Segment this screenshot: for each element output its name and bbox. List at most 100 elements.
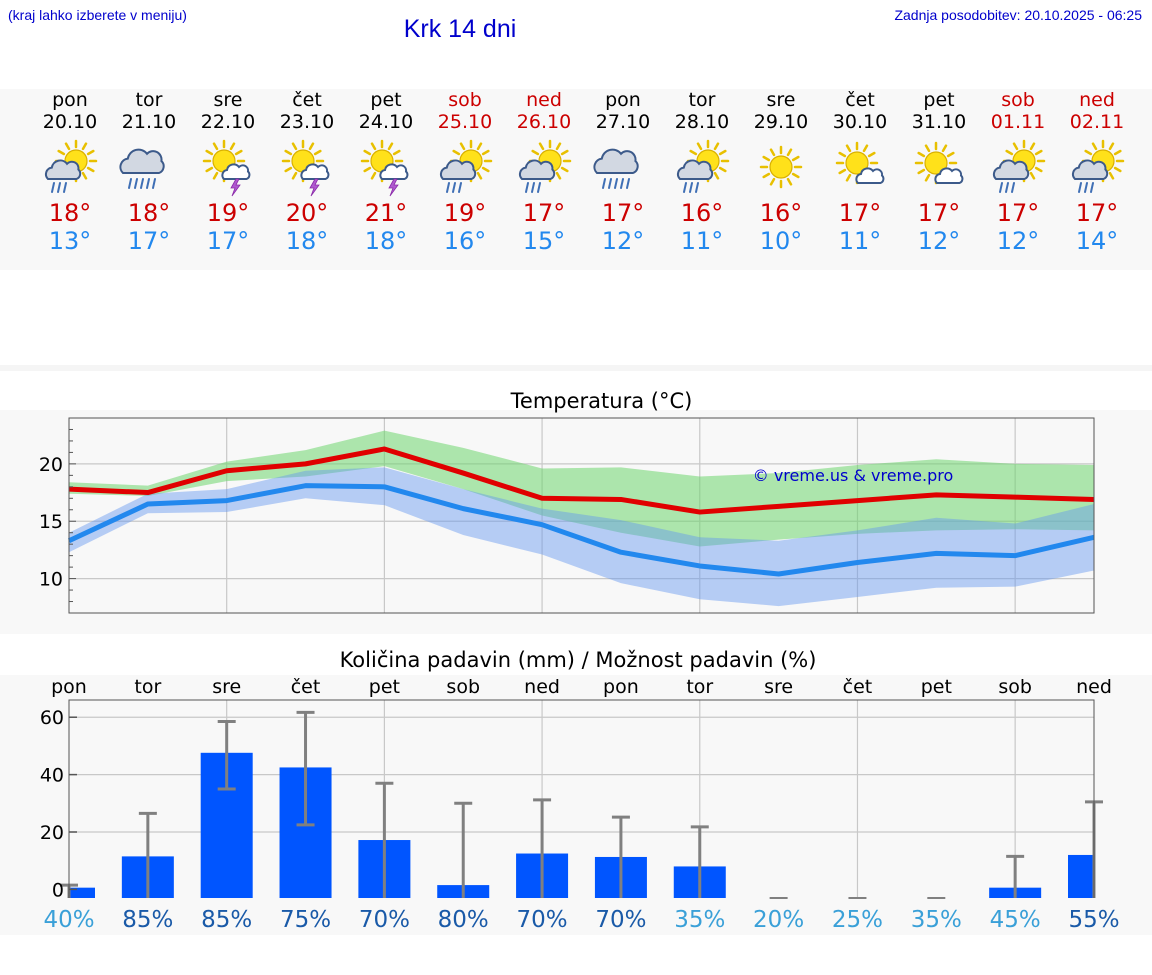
day-date: 01.11 — [990, 111, 1046, 133]
day-column: pet 31.10 17° 12° — [899, 89, 979, 255]
min-temperature: 12° — [917, 227, 961, 255]
weather-icon — [440, 139, 493, 193]
category-label: sob — [446, 676, 480, 698]
max-temperature: 19° — [206, 199, 250, 227]
max-temperature: 20° — [285, 199, 329, 227]
weather-icon — [835, 141, 885, 185]
temperature-chart: Temperatura (°C) 10 15 20 © vreme.us & vreme… — [39, 389, 1095, 614]
day-date: 24.10 — [358, 111, 414, 133]
category-label: čet — [291, 676, 321, 698]
last-update: Zadnja posodobitev: 20.10.2025 - 06:25 — [894, 7, 1142, 23]
precipitation-bar — [1068, 854, 1094, 898]
day-column: tor 28.10 16° 11° — [662, 89, 742, 255]
weather-icon — [759, 145, 803, 189]
day-date: 23.10 — [279, 111, 335, 133]
sun-thunder-icon — [360, 139, 409, 197]
cloud-heavy-rain-icon — [593, 148, 639, 189]
day-column: sob 25.10 19° 16° — [425, 89, 505, 255]
day-date: 25.10 — [437, 111, 493, 133]
y-tick-label: 40 — [40, 765, 64, 787]
category-label: sob — [998, 676, 1032, 698]
separator — [0, 365, 1152, 371]
day-date: 02.11 — [1069, 111, 1125, 133]
sun-cloud-rain-icon — [1072, 139, 1125, 193]
weather-icon — [202, 139, 251, 197]
sun-cloud-rain-icon — [519, 139, 572, 193]
min-temperature: 17° — [127, 227, 171, 255]
precipitation-chance: 70% — [359, 907, 410, 933]
precipitation-chance: 35% — [674, 907, 725, 933]
weather-icon — [993, 139, 1046, 193]
max-temperature: 17° — [522, 199, 566, 227]
day-name: sob — [1001, 89, 1035, 111]
day-date: 30.10 — [832, 111, 888, 133]
category-label: tor — [134, 676, 161, 698]
y-tick-label: 60 — [40, 707, 64, 729]
weather-icon — [677, 139, 730, 193]
weather-icon — [593, 148, 639, 189]
day-name: pet — [923, 89, 955, 111]
day-column: čet 30.10 17° 11° — [820, 89, 900, 255]
max-temperature: 18° — [48, 199, 92, 227]
sun-cloud-icon — [835, 141, 885, 185]
category-label: ned — [1076, 676, 1112, 698]
precipitation-chance: 35% — [911, 907, 962, 933]
precipitation-chance: 70% — [595, 907, 646, 933]
day-column: ned 02.11 17° 14° — [1057, 89, 1137, 255]
plot-frame — [68, 417, 1095, 614]
chart-title: Količina padavin (mm) / Možnost padavin … — [340, 648, 817, 672]
min-temperature: 17° — [206, 227, 250, 255]
category-label: sre — [212, 676, 241, 698]
min-temperature-line — [67, 483, 1095, 577]
max-temperature: 17° — [917, 199, 961, 227]
min-temperature: 12° — [601, 227, 645, 255]
min-temperature: 18° — [364, 227, 408, 255]
day-name: čet — [845, 89, 875, 111]
category-label: pon — [603, 676, 639, 698]
precipitation-chance: 85% — [122, 907, 173, 933]
weather-icon — [360, 139, 409, 197]
day-date: 31.10 — [911, 111, 967, 133]
max-temperature: 17° — [996, 199, 1040, 227]
precipitation-chance: 40% — [43, 907, 94, 933]
category-label: tor — [686, 676, 713, 698]
plot-frame — [68, 699, 1095, 898]
day-name: pon — [52, 89, 88, 111]
precipitation-chance: 20% — [753, 907, 804, 933]
sun-cloud-rain-icon — [440, 139, 493, 193]
min-temperature: 18° — [285, 227, 329, 255]
weather-icon — [519, 139, 572, 193]
day-name: sre — [766, 89, 796, 111]
day-column: pet 24.10 21° 18° — [346, 89, 426, 255]
weather-icon — [914, 141, 964, 185]
sun-cloud-icon — [914, 141, 964, 185]
max-temperature: 17° — [1075, 199, 1119, 227]
day-name: ned — [526, 89, 562, 111]
category-label: ned — [524, 676, 560, 698]
max-temperature-line — [68, 446, 1095, 515]
day-date: 26.10 — [516, 111, 572, 133]
weather-icon — [119, 148, 165, 189]
weather-icon — [281, 139, 330, 197]
day-column: sre 29.10 16° 10° — [741, 89, 821, 255]
max-temperature: 18° — [127, 199, 171, 227]
sun-cloud-rain-icon — [45, 139, 98, 193]
min-temperature: 13° — [48, 227, 92, 255]
min-temperature: 10° — [759, 227, 803, 255]
day-name: ned — [1079, 89, 1115, 111]
chart-title: Temperatura (°C) — [510, 389, 693, 413]
day-name: tor — [135, 89, 163, 111]
day-name: pet — [370, 89, 402, 111]
day-name: čet — [292, 89, 322, 111]
max-temperature: 17° — [838, 199, 882, 227]
day-column: sob 01.11 17° 12° — [978, 89, 1058, 255]
day-column: tor 21.10 18° 17° — [109, 89, 189, 255]
max-temperature: 21° — [364, 199, 408, 227]
max-temperature: 19° — [443, 199, 487, 227]
day-name: pon — [605, 89, 641, 111]
y-tick-label: 20 — [40, 822, 64, 844]
sun-cloud-rain-icon — [677, 139, 730, 193]
day-column: čet 23.10 20° 18° — [267, 89, 347, 255]
precipitation-chance: 45% — [990, 907, 1041, 933]
sun-cloud-rain-icon — [993, 139, 1046, 193]
